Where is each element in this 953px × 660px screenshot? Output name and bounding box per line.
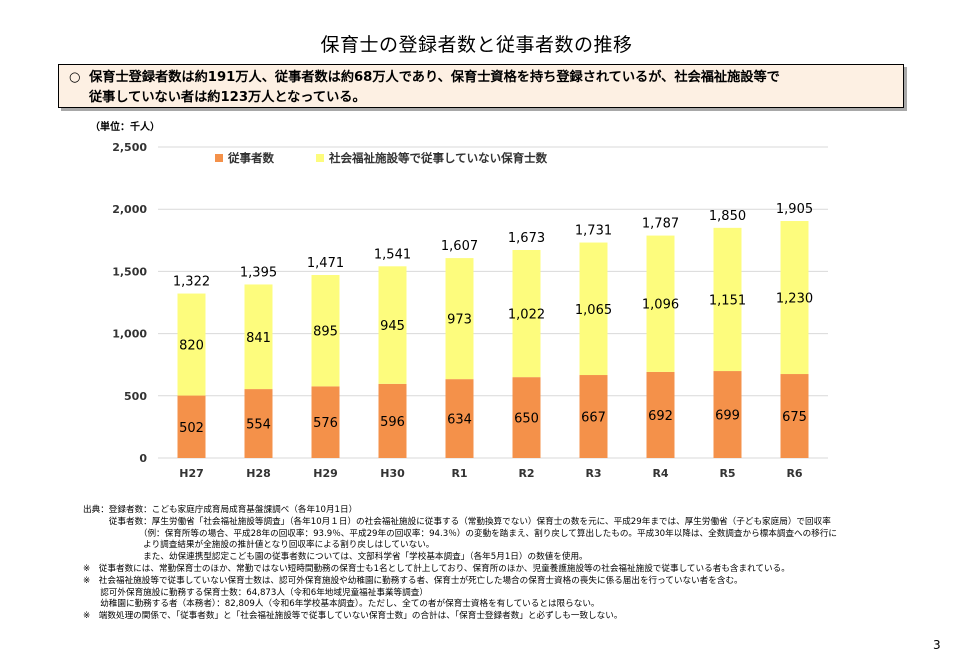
bar-employed — [177, 395, 206, 458]
data-label-not-employed: 973 — [447, 313, 472, 328]
x-tick-label: H28 — [246, 467, 271, 480]
data-label-employed: 502 — [179, 421, 204, 436]
page-number: 3 — [933, 638, 941, 652]
x-tick-label: R4 — [652, 467, 668, 480]
bar-not-employed — [244, 284, 273, 390]
x-tick-label: R2 — [518, 467, 534, 480]
summary-bullet: ○ — [69, 70, 81, 85]
data-label-not-employed: 1,230 — [776, 292, 813, 307]
y-tick-label: 500 — [124, 390, 147, 403]
legend-label-not-employed: 社会福祉施設等で従事していない保育士数 — [328, 151, 548, 165]
bar-not-employed — [378, 266, 407, 384]
note-line: 幼稚園に勤務する者（本務者）：82,809人（令和6年学校基本調査）。ただし、全… — [83, 599, 600, 610]
page-title: 保育士の登録者数と従事者数の推移 — [320, 34, 633, 56]
data-label-total: 1,471 — [307, 256, 344, 271]
bar-employed — [378, 383, 407, 458]
legend-swatch-employed — [215, 154, 223, 162]
x-tick-label: H27 — [179, 467, 204, 480]
data-label-not-employed: 895 — [313, 325, 338, 340]
summary-box: ○ 保育士登録者数は約191万人、従事者数は約68万人であり、保育士資格を持ち登… — [58, 64, 904, 108]
bar-not-employed — [579, 242, 608, 376]
stacked-bar-chart: 0 500 1,000 1,500 2,000 2,500 502 820 1,322 H27 55… — [112, 141, 828, 480]
bar-not-employed — [713, 227, 742, 372]
x-tick-label: R6 — [786, 467, 802, 480]
data-label-employed: 699 — [715, 409, 740, 424]
bar-employed — [713, 371, 742, 458]
unit-label: （単位：千人） — [90, 122, 160, 133]
data-label-employed: 675 — [782, 410, 807, 425]
y-tick-label: 1,500 — [112, 265, 147, 278]
x-tick-label: R5 — [719, 467, 735, 480]
bar-not-employed — [780, 221, 809, 375]
bar-employed — [512, 377, 541, 458]
data-label-employed: 667 — [581, 411, 606, 426]
data-label-not-employed: 1,151 — [709, 293, 746, 308]
y-tick-label: 2,500 — [112, 141, 147, 154]
data-label-total: 1,673 — [508, 231, 545, 246]
bar-employed — [311, 386, 340, 458]
data-label-employed: 650 — [514, 412, 539, 427]
x-tick-label: R1 — [451, 467, 467, 480]
data-label-total: 1,787 — [642, 217, 679, 232]
bar-employed — [780, 374, 809, 458]
legend-label-employed: 従事者数 — [227, 151, 274, 165]
x-tick-label: R3 — [585, 467, 601, 480]
summary-line-2: 従事していない者は約123万人となっている。 — [89, 90, 366, 105]
note-line: 認可外保育施設に勤務する保育士数：64,873人（令和6年地域児童福祉事業等調査… — [83, 587, 428, 598]
legend-swatch-not-employed — [316, 154, 324, 162]
data-label-total: 1,850 — [709, 209, 746, 224]
data-label-not-employed: 1,022 — [508, 308, 545, 323]
data-label-employed: 554 — [246, 418, 271, 433]
source-notes: 出典：登録者数：こども家庭庁成育局成育基盤課調べ（各年10月1日） 従事者数：厚… — [83, 505, 923, 623]
data-label-total: 1,395 — [240, 265, 277, 280]
bar-not-employed — [512, 250, 541, 378]
data-label-total: 1,607 — [441, 239, 478, 254]
y-tick-label: 2,000 — [112, 203, 147, 216]
note-line: 従事者数：厚生労働省「社会福祉施設等調査」（各年10月１日）の社会福祉施設に従事… — [83, 516, 831, 527]
bar-not-employed — [646, 235, 675, 372]
data-label-employed: 692 — [648, 409, 673, 424]
bar-employed — [579, 375, 608, 458]
data-label-employed: 634 — [447, 413, 472, 428]
bar-not-employed — [177, 293, 206, 396]
bar-not-employed — [445, 258, 474, 380]
data-label-total: 1,541 — [374, 247, 411, 262]
data-label-not-employed: 820 — [179, 339, 204, 354]
data-label-not-employed: 841 — [246, 331, 271, 346]
note-line: また、幼保連携型認定こども園の従事者数については、文部科学省「学校基本調査」（各… — [83, 552, 588, 563]
data-label-employed: 596 — [380, 415, 405, 430]
data-label-not-employed: 1,065 — [575, 303, 612, 318]
bar-employed — [445, 379, 474, 458]
bar-not-employed — [311, 275, 340, 387]
note-line: 出典：登録者数：こども家庭庁成育局成育基盤課調べ（各年10月1日） — [83, 505, 358, 515]
summary-line-1: 保育士登録者数は約191万人、従事者数は約68万人であり、保育士資格を持ち登録さ… — [89, 70, 780, 85]
data-label-employed: 576 — [313, 416, 338, 431]
bar-employed — [244, 389, 273, 458]
data-label-not-employed: 945 — [380, 319, 405, 334]
y-tick-label: 0 — [139, 452, 147, 465]
data-label-total: 1,731 — [575, 224, 612, 239]
note-line: ※ 端数処理の関係で、「従事者数」と「社会福祉施設等で従事していない保育士数」の… — [83, 611, 623, 622]
note-line: ※ 従事者数には、常勤保育士のほか、常勤ではない短時間勤務の保育士も1名として計… — [83, 563, 790, 574]
bar-employed — [646, 371, 675, 458]
x-tick-label: H29 — [313, 467, 338, 480]
note-line: ※ 社会福祉施設等で従事していない保育士数は、認可外保育施設や幼稚園に勤務する者… — [83, 575, 743, 586]
y-tick-label: 1,000 — [112, 328, 147, 341]
note-line: より調査結果が全施設の推計値となり回収率による割り戻しはしていない。 — [83, 540, 435, 551]
data-label-total: 1,905 — [776, 202, 813, 217]
data-label-total: 1,322 — [173, 275, 210, 290]
data-label-not-employed: 1,096 — [642, 298, 679, 313]
note-line: （例：保育所等の場合、平成28年の回収率：93.9％、平成29年の回収率：94.… — [83, 528, 838, 539]
x-tick-label: H30 — [380, 467, 405, 480]
